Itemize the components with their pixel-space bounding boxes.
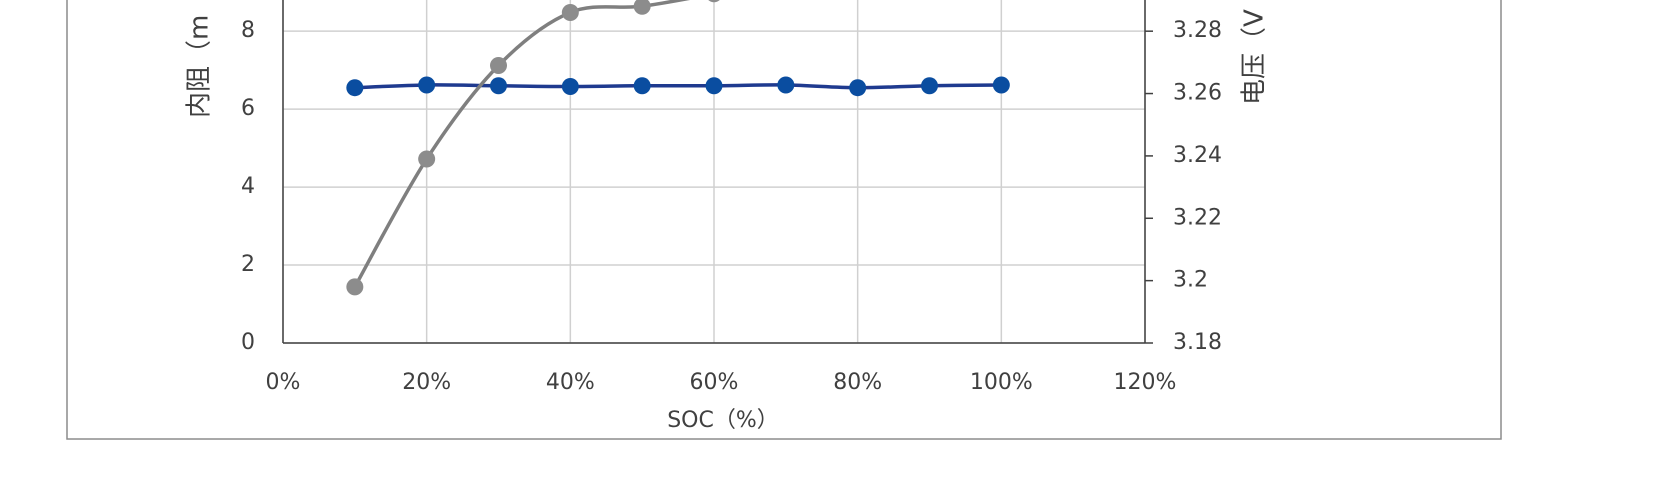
data-point (346, 278, 364, 296)
data-point (705, 77, 723, 95)
data-point (490, 77, 507, 95)
y-tick-label: 6 (241, 96, 255, 121)
x-tick-label: 0% (266, 370, 301, 395)
y-tick-label: 2 (241, 252, 255, 277)
data-point (490, 56, 507, 74)
x-tick-label: 60% (690, 370, 739, 395)
y2-tick-label: 3.24 (1173, 143, 1222, 168)
data-point (921, 77, 938, 95)
x-tick-label: 40% (546, 370, 595, 395)
x-tick-label: 100% (970, 370, 1033, 395)
y-tick-label: 0 (241, 330, 255, 355)
y-tick-label: 4 (241, 174, 255, 199)
y-tick-label: 8 (241, 18, 255, 43)
y2-tick-label: 3.22 (1173, 205, 1222, 230)
data-point (346, 79, 364, 97)
series-line (353, 0, 691, 288)
x-tick-label: 20% (402, 370, 451, 395)
x-axis-title: SOC（%） (667, 408, 779, 433)
chart-border (66, 0, 1502, 440)
data-point (561, 78, 579, 96)
data-point (849, 79, 867, 97)
y2-tick-label: 3.18 (1173, 330, 1222, 355)
data-point (418, 150, 436, 168)
data-point (561, 3, 579, 21)
data-point (633, 0, 651, 15)
y-axis-title: 内阻（m (185, 15, 215, 118)
y2-tick-label: 3.2 (1173, 268, 1208, 293)
data-point (633, 77, 651, 95)
data-point (418, 76, 436, 94)
data-point (777, 76, 795, 94)
y2-axis-title: 电压（V (1240, 9, 1270, 105)
series-line (354, 83, 1002, 90)
data-point (992, 76, 1010, 94)
x-tick-label: 120% (1114, 370, 1177, 395)
y2-tick-label: 3.26 (1173, 81, 1222, 106)
y2-tick-label: 3.28 (1173, 18, 1222, 43)
x-tick-label: 80% (833, 370, 882, 395)
data-point (708, 0, 720, 3)
